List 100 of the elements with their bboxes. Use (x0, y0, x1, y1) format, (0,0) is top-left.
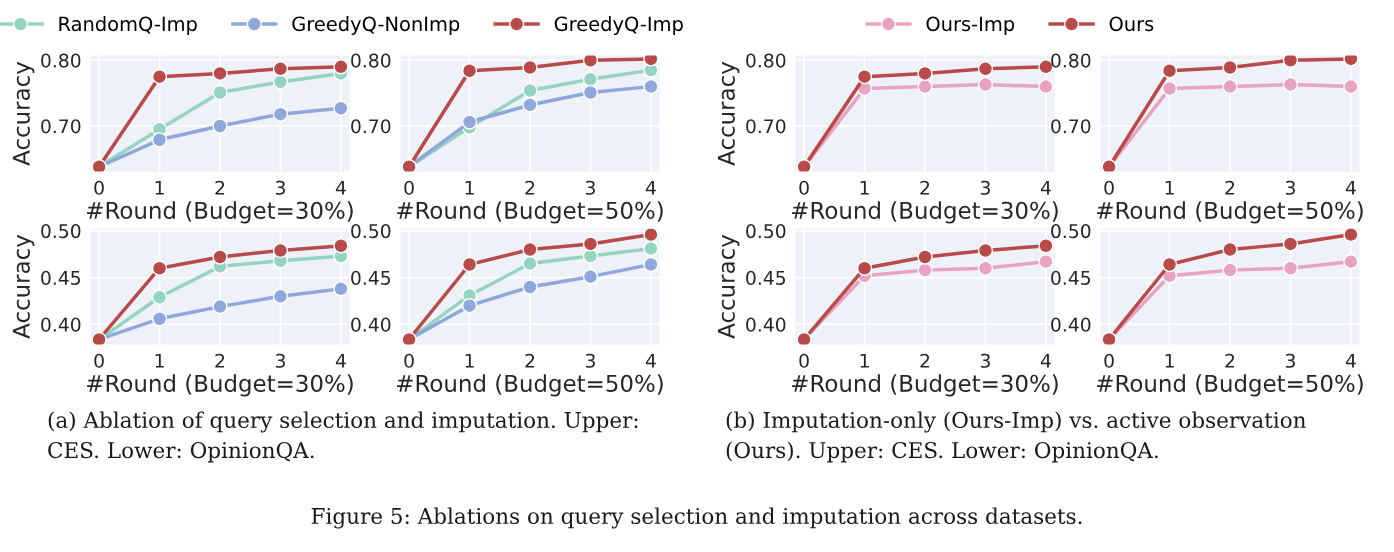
x-tick-label: 1 (155, 353, 164, 368)
point (856, 260, 873, 276)
point (1222, 241, 1238, 258)
point (212, 249, 228, 265)
point (522, 279, 538, 295)
point (212, 84, 228, 101)
point (1038, 254, 1054, 270)
point (977, 61, 994, 77)
y-tick-label: 0.40 (41, 317, 81, 332)
point (582, 71, 599, 87)
legend-label: Ours (1109, 16, 1154, 32)
x-tick-label: 3 (275, 180, 285, 195)
point (1282, 55, 1299, 68)
x-axis-title: #Round (Budget=30%) (87, 374, 353, 397)
y-tick-label: 0.50 (746, 224, 786, 239)
x-tick-label: 4 (335, 180, 346, 195)
x-tick-label: 0 (799, 180, 809, 195)
x-tick-label: 1 (860, 353, 869, 368)
y-tick-label: 0.40 (746, 317, 786, 332)
point (856, 69, 873, 85)
point (917, 249, 933, 265)
point (582, 84, 599, 101)
point (643, 240, 659, 257)
point (1222, 59, 1238, 76)
x-axis-title: #Round (Budget=50%) (397, 201, 663, 224)
y-tick-label: 0.80 (1051, 53, 1091, 68)
x-tick-label: 4 (1040, 180, 1051, 195)
point (582, 236, 599, 252)
point (272, 242, 289, 259)
y-tick-label: 0.40 (351, 317, 391, 332)
point (522, 59, 538, 76)
x-tick-label: 0 (1104, 353, 1114, 368)
point (1343, 254, 1359, 270)
point (272, 288, 289, 304)
legend-label: GreedyQ-Imp (554, 16, 683, 35)
y-tick-label: 0.70 (351, 119, 391, 134)
point (917, 262, 933, 278)
point (333, 100, 349, 116)
x-tick-label: 0 (94, 353, 104, 368)
y-tick-label: 0.80 (41, 53, 81, 68)
text: (b) Imputation-only (Ours-Imp) vs. active observation (726, 411, 1306, 433)
point (333, 281, 349, 297)
point (1038, 78, 1054, 95)
point (1222, 262, 1238, 278)
x-axis-title: #Round (Budget=50%) (1097, 201, 1363, 224)
point (151, 311, 168, 327)
y-tick-label: 0.45 (41, 270, 81, 285)
x-axis-title: #Round (Budget=50%) (397, 374, 663, 397)
point (582, 55, 599, 68)
x-tick-label: 3 (1285, 353, 1295, 368)
point (461, 256, 478, 273)
point (1161, 63, 1178, 79)
point (917, 78, 933, 95)
x-tick-label: 4 (1040, 353, 1051, 368)
x-axis-title: #Round (Budget=30%) (792, 201, 1058, 224)
x-tick-label: 2 (215, 180, 225, 195)
point (977, 260, 994, 276)
point (582, 269, 599, 285)
y-tick-label: 0.70 (1051, 119, 1091, 134)
y-tick-label: 0.70 (746, 119, 786, 134)
y-axis-title: Accuracy (12, 234, 35, 339)
x-tick-label: 1 (1165, 180, 1174, 195)
y-tick-label: 0.50 (351, 224, 391, 239)
point (643, 78, 659, 95)
x-tick-label: 2 (525, 180, 535, 195)
point (643, 55, 659, 67)
x-tick-label: 1 (860, 180, 869, 195)
y-tick-label: 0.50 (41, 224, 81, 239)
x-tick-label: 3 (275, 353, 285, 368)
point (1161, 256, 1178, 273)
point (1343, 78, 1359, 95)
point (1343, 228, 1359, 243)
x-tick-label: 4 (1345, 353, 1356, 368)
point (151, 132, 168, 148)
y-tick-label: 0.40 (1051, 317, 1091, 332)
point (461, 114, 478, 130)
y-tick-label: 0.50 (1051, 224, 1091, 239)
point (1161, 80, 1178, 97)
x-tick-label: 2 (920, 353, 930, 368)
x-tick-label: 2 (920, 180, 930, 195)
x-tick-label: 1 (465, 180, 474, 195)
x-tick-label: 3 (1285, 180, 1295, 195)
caption: Figure 5: Ablations on query selection and imputation across datasets. (311, 507, 1082, 529)
legend-label: GreedyQ-NonImp (292, 16, 460, 35)
point (643, 256, 659, 273)
point (522, 255, 538, 272)
x-tick-label: 3 (585, 180, 595, 195)
legend-label: Ours-Imp (926, 16, 1015, 35)
point (461, 63, 478, 79)
x-tick-label: 1 (1165, 353, 1174, 368)
point (522, 97, 538, 113)
x-axis-title: #Round (Budget=50%) (1097, 374, 1363, 397)
y-tick-label: 0.45 (351, 270, 391, 285)
point (212, 65, 228, 82)
y-axis-title: Accuracy (12, 61, 35, 166)
point (151, 289, 168, 305)
point (1282, 236, 1299, 252)
x-axis-title: #Round (Budget=30%) (792, 374, 1058, 397)
y-tick-label: 0.45 (1051, 270, 1091, 285)
x-tick-label: 2 (525, 353, 535, 368)
